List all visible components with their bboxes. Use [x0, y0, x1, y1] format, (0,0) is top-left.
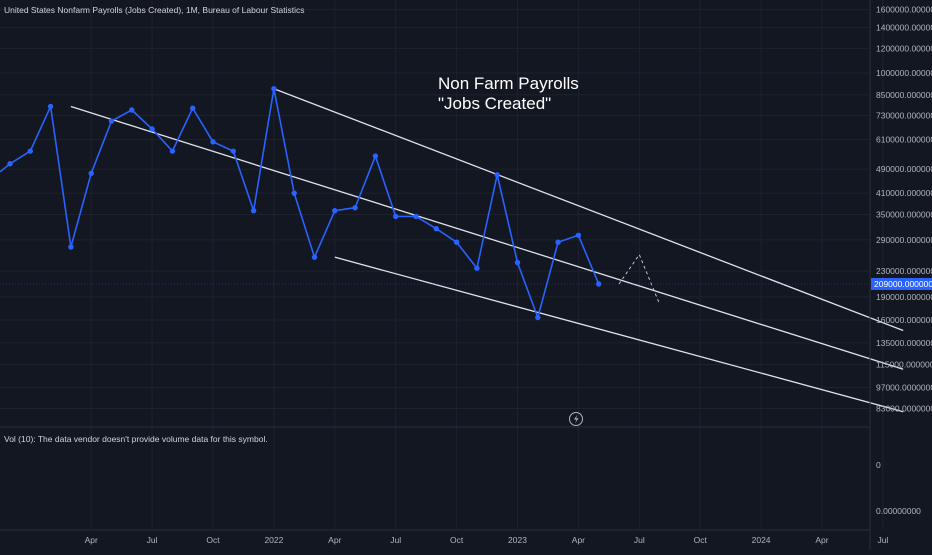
time-label[interactable]: Oct — [450, 535, 464, 545]
time-label[interactable]: Jul — [147, 535, 158, 545]
time-label[interactable]: Jul — [390, 535, 401, 545]
last-value-label: 209000.00000000 — [874, 279, 932, 289]
time-label[interactable]: Jul — [634, 535, 645, 545]
payrolls-series[interactable] — [0, 86, 602, 321]
data-point[interactable] — [27, 148, 33, 154]
price-label[interactable]: 610000.00000000 — [876, 135, 932, 145]
data-point[interactable] — [250, 208, 257, 214]
data-point[interactable] — [393, 213, 399, 220]
data-point[interactable] — [596, 281, 602, 287]
lightning-icon[interactable] — [569, 412, 583, 426]
price-label[interactable]: 83000.00000000 — [876, 403, 932, 413]
data-point[interactable] — [514, 259, 521, 266]
price-label[interactable]: 135000.00000000 — [876, 338, 932, 348]
annotation-line-2[interactable]: "Jobs Created" — [438, 94, 551, 113]
time-label[interactable]: Jul — [877, 535, 888, 545]
data-point[interactable] — [535, 314, 541, 321]
data-point[interactable] — [474, 265, 480, 271]
data-point[interactable] — [453, 239, 460, 245]
time-axis[interactable]: Apr Jul Oct 2022 Apr Jul Oct 2023 Apr Jul Oct 2024 A… — [85, 535, 889, 545]
trendline-lower[interactable] — [334, 256, 904, 413]
last-value-badge[interactable] — [871, 277, 932, 290]
price-label[interactable]: 850000.00000000 — [876, 90, 932, 100]
data-point[interactable] — [352, 205, 358, 211]
price-label[interactable]: 230000.00000000 — [876, 266, 932, 276]
price-label[interactable]: 190000.00000000 — [876, 292, 932, 302]
time-label[interactable]: Apr — [85, 535, 98, 545]
price-label[interactable]: 1600000.00000000 — [876, 5, 932, 15]
price-label[interactable]: 97000.00000000 — [876, 382, 932, 392]
trendlines[interactable] — [70, 88, 904, 413]
time-label[interactable]: Apr — [815, 535, 828, 545]
time-label[interactable]: Apr — [328, 535, 341, 545]
data-point[interactable] — [129, 107, 135, 113]
volume-message: Vol (10): The data vendor doesn't provid… — [4, 434, 268, 444]
data-point[interactable] — [190, 105, 196, 111]
data-point[interactable] — [149, 126, 155, 132]
data-point[interactable] — [555, 239, 561, 245]
data-point[interactable] — [7, 161, 13, 167]
trendline-upper[interactable] — [273, 88, 904, 332]
data-point[interactable] — [108, 118, 115, 124]
time-label[interactable]: 2023 — [508, 535, 527, 545]
price-scale[interactable]: 1600000.00000000 1400000.00000000 1200000.… — [0, 5, 932, 414]
data-point[interactable] — [271, 86, 277, 92]
data-point[interactable] — [230, 148, 236, 154]
price-label[interactable]: 1000000.00000000 — [876, 68, 932, 78]
data-point[interactable] — [169, 148, 176, 154]
data-point[interactable] — [88, 170, 94, 177]
data-point[interactable] — [210, 139, 216, 145]
time-label[interactable]: Apr — [572, 535, 585, 545]
price-label[interactable]: 350000.00000000 — [876, 209, 932, 219]
data-point[interactable] — [311, 254, 318, 260]
grid-lines — [0, 0, 884, 530]
time-label[interactable]: 2024 — [752, 535, 771, 545]
data-point[interactable] — [494, 172, 500, 178]
time-label[interactable]: Oct — [206, 535, 220, 545]
time-label[interactable]: Oct — [694, 535, 708, 545]
data-point[interactable] — [68, 244, 74, 250]
volume-scale-label: 0.00000000 — [876, 506, 921, 516]
price-label[interactable]: 490000.00000000 — [876, 164, 932, 174]
price-label[interactable]: 290000.00000000 — [876, 235, 932, 245]
data-point[interactable] — [47, 103, 54, 110]
time-label[interactable]: 2022 — [264, 535, 283, 545]
price-label[interactable]: 730000.00000000 — [876, 110, 932, 120]
price-label[interactable]: 1200000.00000000 — [876, 43, 932, 53]
symbol-title: United States Nonfarm Payrolls (Jobs Cre… — [4, 5, 304, 15]
annotation-line-1[interactable]: Non Farm Payrolls — [438, 74, 579, 93]
data-point[interactable] — [291, 190, 297, 196]
price-label[interactable]: 160000.00000000 — [876, 315, 932, 325]
price-label[interactable]: 410000.00000000 — [876, 188, 932, 198]
data-point[interactable] — [332, 208, 338, 214]
data-point[interactable] — [433, 225, 439, 232]
trendline-middle[interactable] — [70, 105, 904, 370]
data-point[interactable] — [575, 232, 582, 238]
price-label[interactable]: 115000.00000000 — [876, 360, 932, 370]
data-point[interactable] — [413, 213, 419, 220]
data-point[interactable] — [372, 153, 379, 159]
price-label[interactable]: 1400000.00000000 — [876, 23, 932, 33]
volume-scale-label: 0 — [876, 460, 881, 470]
